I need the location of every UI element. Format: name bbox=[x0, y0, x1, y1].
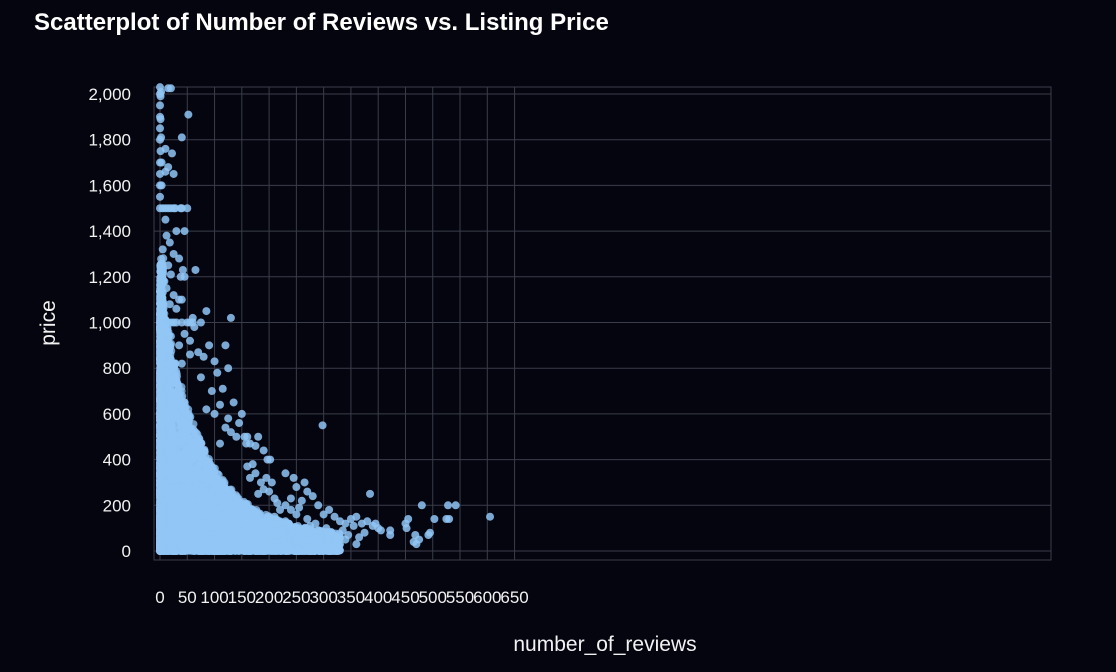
chart-title: Scatterplot of Number of Reviews vs. Lis… bbox=[34, 9, 609, 36]
data-point bbox=[168, 387, 177, 396]
data-point bbox=[235, 516, 244, 525]
data-point bbox=[212, 545, 221, 554]
data-point bbox=[255, 516, 264, 525]
plot-frame bbox=[153, 86, 1052, 561]
data-point bbox=[168, 362, 177, 371]
data-point bbox=[231, 498, 240, 507]
data-point bbox=[176, 452, 185, 461]
data-point bbox=[191, 485, 200, 494]
data-point bbox=[171, 523, 180, 532]
data-point bbox=[201, 452, 210, 461]
data-point bbox=[187, 465, 196, 474]
data-point bbox=[190, 427, 199, 436]
data-point bbox=[187, 455, 196, 464]
data-point bbox=[189, 420, 198, 429]
data-point bbox=[168, 435, 177, 444]
data-point bbox=[177, 387, 186, 396]
data-point bbox=[166, 343, 175, 352]
data-point bbox=[237, 528, 246, 537]
data-point bbox=[242, 500, 251, 509]
data-point bbox=[206, 545, 215, 554]
dense-point-cloud bbox=[156, 254, 344, 555]
data-point bbox=[184, 500, 193, 509]
